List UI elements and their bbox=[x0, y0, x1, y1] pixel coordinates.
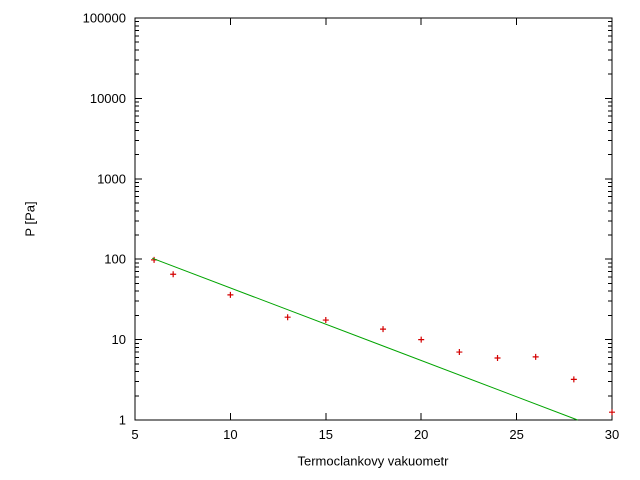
y-tick-label: 1000 bbox=[97, 171, 126, 186]
data-points bbox=[151, 256, 615, 416]
x-axis-title: Termoclankovy vakuometr bbox=[297, 453, 449, 469]
y-tick-label: 1 bbox=[119, 413, 126, 428]
x-tick-label: 30 bbox=[605, 427, 619, 442]
x-tick-label: 10 bbox=[223, 427, 237, 442]
plot-frame bbox=[134, 17, 613, 421]
y-tick-label: 10 bbox=[112, 332, 126, 347]
x-tick-label: 5 bbox=[131, 427, 138, 442]
fit-line bbox=[151, 257, 578, 421]
x-tick-label: 25 bbox=[509, 427, 523, 442]
x-tick-label: 15 bbox=[319, 427, 333, 442]
y-axis-title: P [Pa] bbox=[22, 201, 38, 237]
y-tick-label: 10000 bbox=[90, 91, 126, 106]
x-tick-label: 20 bbox=[414, 427, 428, 442]
y-tick-label: 100000 bbox=[83, 11, 126, 26]
y-tick-label: 100 bbox=[104, 252, 126, 267]
